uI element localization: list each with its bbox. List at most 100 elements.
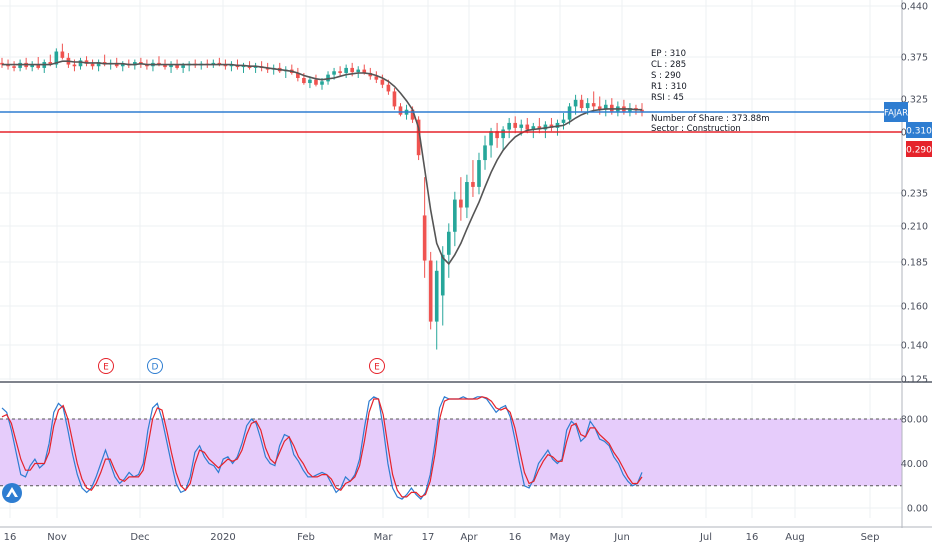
- candle-body: [320, 81, 324, 85]
- oscillator-line: [1, 396, 643, 498]
- candle-body: [610, 104, 614, 112]
- candle-body: [392, 91, 397, 107]
- candle-body: [78, 60, 83, 67]
- candle-body: [211, 62, 216, 65]
- candle-body: [181, 65, 185, 68]
- candle-body: [640, 109, 644, 112]
- candle-body: [398, 106, 403, 115]
- candle-body: [374, 76, 379, 80]
- price-tick-label: 0.160: [901, 302, 928, 313]
- time-tick-label: Mar: [374, 532, 394, 543]
- candle-body: [84, 60, 89, 64]
- candle-body: [241, 65, 246, 68]
- candle-body: [90, 63, 95, 67]
- candle-body: [368, 72, 373, 77]
- candle-body: [537, 126, 542, 130]
- candle-body: [519, 124, 524, 128]
- time-tick-label: Dec: [130, 532, 149, 543]
- candle-body: [175, 64, 179, 68]
- time-tick-label: 16: [509, 532, 522, 543]
- price-tick-label: 0.375: [901, 53, 928, 64]
- candle-body: [114, 62, 119, 67]
- level-price-tag: [906, 141, 932, 157]
- time-tick-label: Jun: [613, 532, 630, 543]
- event-marker-label: E: [374, 363, 380, 373]
- time-tick-label: Sep: [861, 532, 880, 543]
- event-marker[interactable]: [369, 358, 385, 374]
- logo-circle: [2, 483, 22, 503]
- info-line: Sector : Construction: [651, 124, 741, 134]
- candle-body: [603, 104, 608, 110]
- candle-body: [489, 131, 493, 146]
- moving-average-line: [2, 60, 642, 266]
- candle-body: [501, 129, 505, 139]
- price-axis[interactable]: 0.4400.3750.3250.2850.2350.2100.1850.160…: [901, 2, 928, 386]
- candle-body: [380, 79, 385, 85]
- candle-body: [597, 106, 602, 110]
- logo-mark: [6, 487, 18, 497]
- candle-body: [434, 270, 439, 322]
- level-price-tag: [906, 122, 932, 138]
- candle-body: [362, 69, 367, 73]
- candle-body: [120, 63, 125, 67]
- price-tick-label: 0.235: [901, 189, 928, 200]
- time-tick-label: Jul: [699, 532, 712, 543]
- candle-body: [253, 66, 258, 68]
- annotation-line: R1 : 310: [651, 82, 687, 92]
- time-tick-label: 17: [422, 532, 435, 543]
- time-tick-label: 16: [4, 532, 17, 543]
- oscillator-axis[interactable]: 80.00 40.00 0.00: [901, 415, 928, 515]
- candle-body: [446, 231, 451, 255]
- time-tick-label: 2020: [210, 532, 235, 543]
- candle-body: [525, 124, 530, 130]
- candle-body: [386, 84, 391, 92]
- candle-body: [157, 62, 161, 65]
- oscillator-series: [1, 395, 643, 501]
- candle-body: [163, 64, 167, 68]
- candle-body: [465, 182, 469, 208]
- candle-body: [477, 160, 481, 187]
- candle-body: [356, 69, 361, 73]
- tradingview-logo-icon[interactable]: [2, 483, 22, 503]
- annotation-line: RSI : 45: [651, 93, 684, 103]
- level-tag-label: FAJAR: [884, 109, 908, 119]
- info-box: Number of Share : 373.88m Sector : Const…: [651, 114, 770, 134]
- time-tick-label: 16: [746, 532, 759, 543]
- time-tick-label: Feb: [297, 532, 315, 543]
- candle-body: [422, 215, 427, 261]
- annotation-line: CL : 285: [651, 60, 686, 70]
- price-tick-label: 0.185: [901, 258, 928, 269]
- candle-body: [30, 64, 34, 68]
- candle-body: [410, 109, 415, 120]
- price-tick-label: 0.210: [901, 222, 928, 233]
- event-marker[interactable]: [147, 358, 163, 374]
- time-axis[interactable]: 16 Nov Dec 2020 Feb Mar 17 Apr 16 May Jun Jul 16 Aug S…: [4, 532, 880, 543]
- candle-body: [495, 131, 499, 139]
- oscillator-tick-label: 80.00: [901, 415, 928, 426]
- candle-body: [513, 122, 518, 128]
- candle-body: [60, 51, 65, 58]
- event-marker-label: D: [152, 363, 159, 373]
- candle-body: [440, 254, 445, 296]
- candle-body: [314, 79, 318, 85]
- price-tick-label: 0.440: [901, 2, 928, 13]
- candle-body: [591, 103, 596, 107]
- candle-body: [296, 72, 300, 78]
- annotation-line: S : 290: [651, 71, 681, 81]
- candle-body: [573, 99, 578, 107]
- price-grid: [0, 0, 902, 380]
- candle-body: [169, 64, 173, 68]
- candle-body: [453, 199, 457, 232]
- candle-body: [0, 62, 4, 65]
- candle-body: [567, 106, 572, 120]
- oscillator-tick-label: 0.00: [907, 504, 928, 515]
- candle-body: [483, 145, 487, 161]
- event-marker[interactable]: [98, 358, 114, 374]
- candle-body: [471, 182, 475, 187]
- price-tick-label: 0.325: [901, 95, 928, 106]
- candle-body: [628, 108, 632, 112]
- oscillator-tick-label: 40.00: [901, 459, 928, 470]
- candle-body: [585, 103, 590, 109]
- level-tag: [884, 102, 908, 122]
